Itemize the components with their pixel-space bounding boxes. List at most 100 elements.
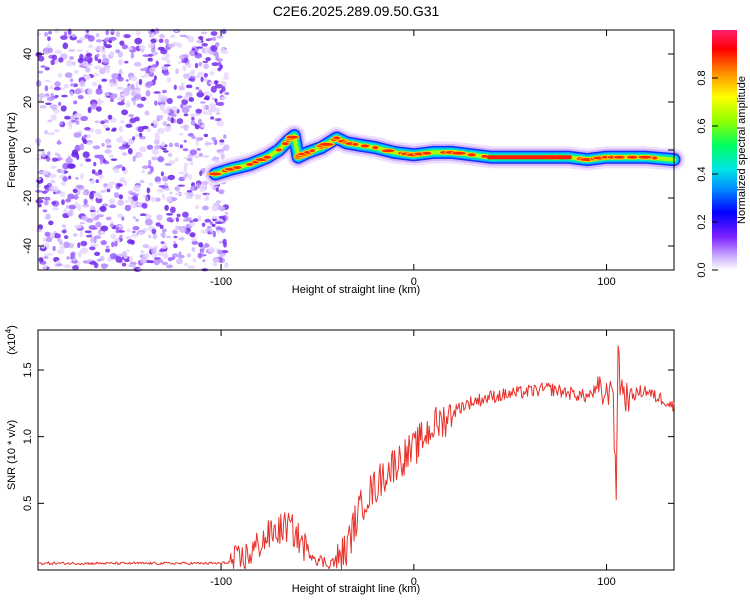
noise-speckle	[50, 165, 57, 169]
noise-speckle	[61, 94, 68, 98]
spectrogram-y-axis-label: Frequency (Hz)	[6, 112, 18, 188]
noise-speckle	[160, 232, 166, 238]
noise-speckle	[41, 151, 46, 158]
noise-speckle	[74, 193, 79, 201]
noise-speckle	[113, 192, 120, 198]
noise-speckle	[182, 65, 187, 72]
noise-speckle	[155, 27, 160, 34]
noise-speckle	[130, 90, 137, 97]
noise-speckle	[161, 242, 168, 250]
noise-speckle	[176, 258, 183, 265]
y-tick-label: 1.0	[22, 429, 34, 444]
noise-speckle	[117, 86, 122, 90]
noise-speckle	[44, 66, 50, 71]
noise-speckle	[149, 260, 155, 264]
noise-speckle	[151, 32, 155, 38]
noise-speckle	[186, 190, 193, 193]
noise-speckle	[93, 65, 102, 70]
noise-speckle	[65, 157, 73, 164]
colorbar-tick-label: 0.0	[696, 262, 708, 277]
noise-speckle	[192, 258, 197, 263]
noise-speckle	[180, 103, 184, 109]
noise-speckle	[47, 36, 51, 42]
noise-speckle	[147, 214, 152, 218]
noise-speckle	[63, 83, 69, 89]
noise-speckle	[117, 51, 123, 58]
noise-speckle	[80, 115, 88, 122]
noise-speckle	[219, 139, 225, 143]
noise-speckle	[92, 81, 98, 87]
noise-speckle	[218, 215, 226, 219]
noise-speckle	[161, 193, 165, 200]
noise-speckle	[211, 62, 219, 67]
noise-speckle	[191, 48, 196, 51]
noise-speckle	[84, 230, 92, 234]
noise-speckle	[185, 230, 190, 235]
noise-speckle	[105, 29, 109, 36]
noise-speckle	[159, 104, 165, 111]
noise-speckle	[139, 146, 147, 153]
noise-speckle	[161, 95, 166, 99]
noise-speckle	[90, 211, 96, 219]
noise-speckle	[198, 242, 204, 248]
noise-speckle	[224, 211, 229, 215]
noise-speckle	[185, 217, 192, 220]
noise-speckle	[188, 78, 195, 81]
noise-speckle	[73, 70, 79, 74]
noise-speckle	[218, 189, 225, 195]
noise-speckle	[151, 51, 159, 56]
noise-speckle	[185, 172, 189, 178]
noise-speckle	[222, 76, 230, 80]
noise-speckle	[173, 243, 178, 249]
noise-speckle	[104, 92, 110, 97]
noise-speckle	[196, 39, 202, 44]
spectrogram-x-axis-label: Height of straight line (km)	[292, 284, 420, 296]
noise-speckle	[154, 144, 160, 150]
noise-speckle	[158, 38, 164, 43]
noise-speckle	[128, 264, 137, 268]
noise-speckle	[160, 141, 166, 147]
snr-y-axis-label: SNR (10 * v/v)	[6, 420, 18, 490]
noise-speckle	[49, 232, 55, 239]
noise-speckle	[211, 223, 216, 227]
noise-speckle	[167, 116, 171, 121]
noise-speckle	[76, 49, 84, 52]
noise-speckle	[178, 85, 185, 91]
noise-speckle	[153, 257, 161, 260]
noise-speckle	[96, 209, 100, 214]
noise-speckle	[220, 96, 227, 100]
noise-speckle	[202, 110, 209, 115]
noise-speckle	[71, 120, 78, 123]
noise-speckle	[212, 262, 218, 267]
noise-speckle	[96, 258, 102, 262]
noise-speckle	[80, 247, 89, 254]
noise-speckle	[57, 236, 62, 243]
noise-speckle	[46, 151, 51, 157]
noise-speckle	[204, 95, 210, 101]
noise-speckle	[136, 103, 144, 108]
noise-speckle	[38, 257, 44, 263]
noise-speckle	[177, 184, 185, 187]
noise-speckle	[151, 228, 157, 235]
noise-speckle	[72, 61, 76, 66]
noise-speckle	[148, 234, 152, 239]
noise-speckle	[116, 97, 124, 101]
noise-speckle	[147, 81, 153, 86]
noise-speckle	[165, 197, 173, 202]
noise-speckle	[50, 185, 59, 192]
noise-speckle	[39, 97, 43, 103]
noise-speckle	[146, 144, 154, 150]
noise-speckle	[37, 224, 44, 231]
noise-speckle	[215, 187, 219, 192]
noise-speckle	[51, 104, 58, 111]
noise-speckle	[94, 172, 100, 176]
noise-speckle	[164, 38, 169, 45]
trace-peak	[625, 154, 639, 160]
noise-speckle	[122, 251, 127, 257]
noise-speckle	[156, 188, 164, 193]
noise-speckle	[64, 115, 71, 120]
noise-speckle	[211, 204, 219, 212]
noise-speckle	[38, 55, 45, 62]
noise-speckle	[117, 230, 125, 233]
noise-speckle	[177, 61, 182, 64]
